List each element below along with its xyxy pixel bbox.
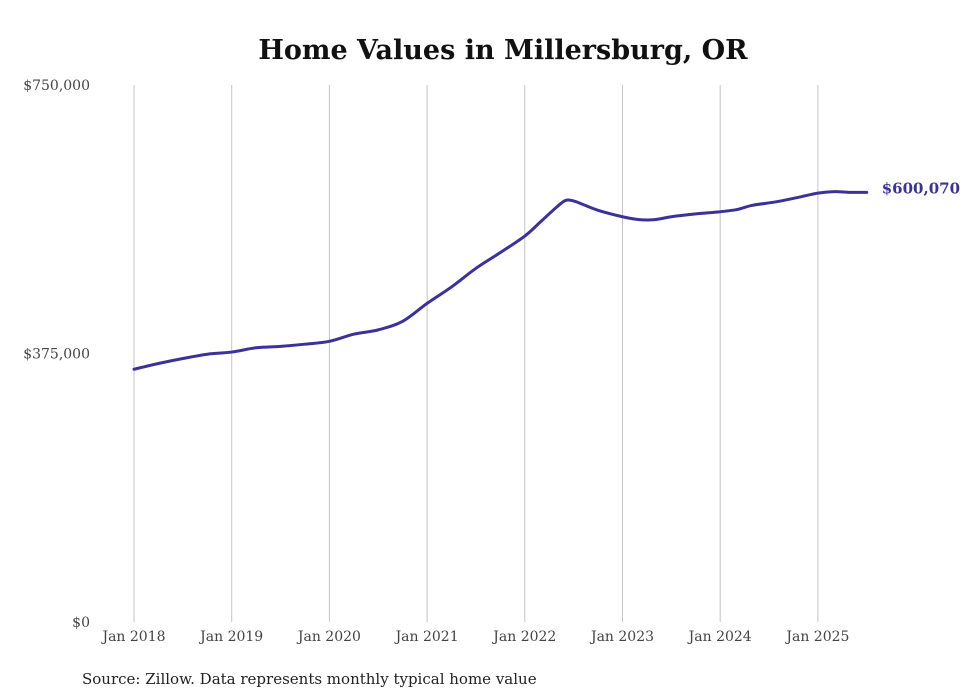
x-tick-label: Jan 2019 [198, 629, 263, 645]
y-axis: $0 $375,000 $750,000 [23, 78, 90, 631]
source-note: Source: Zillow. Data represents monthly … [82, 670, 537, 688]
y-tick-label: $0 [72, 615, 90, 631]
x-tick-label: Jan 2020 [296, 629, 361, 645]
x-tick-label: Jan 2023 [589, 629, 654, 645]
y-tick-label: $750,000 [23, 78, 90, 94]
x-tick-label: Jan 2018 [100, 629, 165, 645]
x-tick-label: Jan 2021 [394, 629, 459, 645]
x-tick-label: Jan 2024 [687, 629, 752, 645]
end-value-label: $600,070 [882, 179, 960, 197]
x-tick-label: Jan 2022 [491, 629, 556, 645]
x-axis: Jan 2018 Jan 2019 Jan 2020 Jan 2021 Jan 2022… [100, 629, 849, 645]
x-tick-label: Jan 2025 [784, 629, 849, 645]
series-line [132, 190, 869, 371]
chart-title: Home Values in Millersburg, OR [258, 35, 748, 66]
gridlines [133, 85, 819, 622]
series-group [132, 190, 869, 371]
y-tick-label: $375,000 [23, 347, 90, 363]
